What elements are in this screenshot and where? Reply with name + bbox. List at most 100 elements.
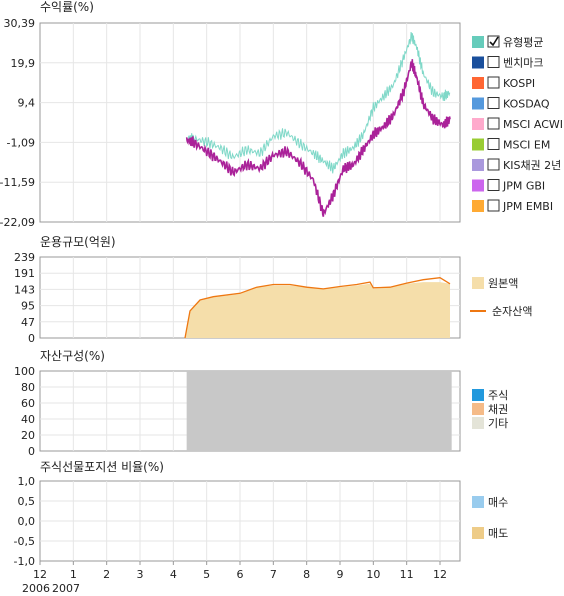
x-tick-label: 2	[103, 568, 110, 581]
y-tick-label: -1,09	[7, 136, 35, 149]
legend-label: 벤치마크	[503, 57, 543, 70]
checkbox-box	[487, 199, 500, 212]
legend-swatch	[472, 97, 484, 110]
y-tick-label: 47	[21, 316, 35, 329]
series-line-1	[186, 31, 451, 174]
checkbox-box	[487, 158, 500, 171]
legend-swatch	[472, 159, 484, 171]
y-tick-label: -1,0	[14, 555, 35, 568]
checkbox-box	[487, 117, 500, 130]
x-tick-label: 6	[237, 568, 244, 581]
x-tick-label: 9	[337, 568, 344, 581]
y-tick-label: 95	[21, 300, 35, 313]
legend-label: MSCI EM	[503, 139, 550, 152]
x-tick-label: 11	[400, 568, 414, 581]
legend-checkbox[interactable]	[487, 35, 500, 48]
legend-label: JPM EMBI	[502, 200, 553, 213]
legend-swatch	[472, 389, 484, 401]
legend-swatch	[472, 277, 484, 289]
legend-checkbox[interactable]	[487, 199, 500, 212]
checkbox-box	[487, 138, 500, 150]
legend-swatch	[472, 77, 484, 89]
checkbox-box	[487, 97, 500, 109]
y-tick-label: -22,09	[0, 216, 35, 229]
chart-panel-1: 수익률(%) 30,39 19,9 9,4 -1,09 -11,59 -22,09 유형평균벤…	[0, 0, 563, 229]
series-area-original	[185, 282, 450, 338]
checkbox-box	[487, 179, 500, 191]
plot-area	[39, 22, 461, 223]
legend-item: 매도	[472, 527, 508, 540]
legend-label: MSCI ACWI	[503, 118, 563, 131]
x-tick-label: 12	[433, 568, 447, 581]
y-tick-label: 0	[28, 332, 35, 345]
y-tick-label: -0,5	[14, 535, 35, 548]
x-tick-label: 1	[70, 568, 77, 581]
legend-label: 채권	[488, 403, 508, 416]
legend-label: 기타	[488, 417, 508, 430]
legend-checkbox[interactable]	[487, 117, 500, 130]
legend-item: MSCI EM	[472, 138, 550, 152]
legend-checkbox[interactable]	[487, 138, 500, 150]
legend-label: KOSPI	[503, 77, 535, 90]
y-tick-label: 9,4	[18, 97, 36, 110]
x-tick-label: 4	[170, 568, 177, 581]
y-tick-label: 1,0	[18, 475, 36, 488]
check-icon	[489, 36, 499, 47]
y-tick-label: -11,59	[0, 176, 35, 189]
y-tick-label: 20	[21, 429, 35, 442]
checkbox-box	[487, 76, 500, 89]
legend-checkbox[interactable]	[487, 158, 500, 171]
legend-swatch	[472, 200, 484, 212]
y-tick-label: 80	[21, 381, 35, 394]
y-tick-label: 100	[14, 365, 35, 378]
x-tick-label: 12	[33, 568, 47, 581]
y-tick-label: 60	[21, 397, 35, 410]
x-year-label: 2007	[52, 582, 80, 595]
legend-label: KOSDAQ	[503, 98, 550, 111]
legend-item: KOSPI	[472, 76, 535, 90]
legend-swatch	[472, 179, 484, 192]
legend-item: 순자산액	[470, 305, 532, 318]
y-tick-label: 143	[14, 283, 35, 296]
legend-swatch	[472, 118, 484, 130]
legend-label: 매수	[488, 496, 508, 509]
chart-title: 수익률(%)	[40, 0, 94, 14]
y-tick-label: 0,0	[18, 515, 36, 528]
legend-item: KOSDAQ	[472, 97, 550, 111]
legend-swatch	[472, 496, 484, 508]
y-tick-label: 191	[14, 267, 35, 280]
legend-item: JPM GBI	[472, 179, 545, 193]
legend-item: MSCI ACWI	[472, 117, 563, 131]
legend-item: 유형평균	[472, 35, 543, 49]
legend-label: 주식	[488, 389, 508, 402]
legend-swatch	[472, 527, 484, 539]
legend-checkbox[interactable]	[487, 76, 500, 89]
legend-checkbox[interactable]	[487, 97, 500, 109]
legend-label: 매도	[488, 527, 508, 540]
chart-title: 주식선물포지션 비율(%)	[40, 460, 164, 474]
y-tick-label: 30,39	[4, 17, 36, 30]
legend-item: 매수	[472, 496, 508, 509]
legend-label: KIS채권 2년	[503, 159, 561, 172]
legend-label: 원본액	[488, 277, 518, 290]
chart-title: 자산구성(%)	[40, 349, 105, 363]
legend-item: 채권	[472, 403, 508, 416]
series-line-net-assets	[184, 277, 451, 339]
checkbox-box	[487, 56, 500, 68]
legend-label: 순자산액	[492, 305, 532, 318]
y-tick-label: 0,5	[18, 495, 36, 508]
x-tick-label: 7	[270, 568, 277, 581]
legend-checkbox[interactable]	[487, 56, 500, 68]
legend-swatch	[472, 56, 484, 69]
legend-item: KIS채권 2년	[472, 158, 561, 172]
legend-item: 벤치마크	[472, 56, 543, 70]
series-area-other	[186, 371, 452, 451]
y-tick-label: 19,9	[11, 57, 36, 70]
chart-title: 운용규모(억원)	[40, 235, 116, 249]
legend-checkbox[interactable]	[487, 179, 500, 191]
legend-swatch	[472, 403, 484, 415]
